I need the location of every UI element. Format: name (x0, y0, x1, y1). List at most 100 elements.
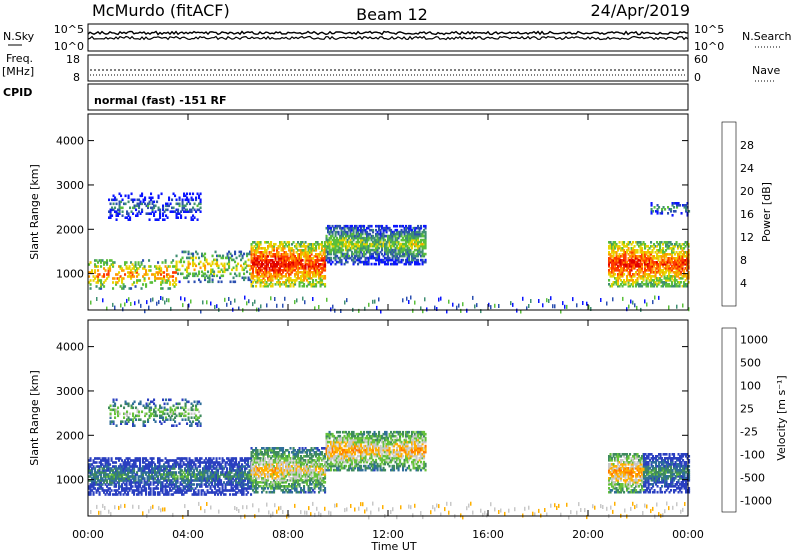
power-echo-cell (297, 255, 300, 258)
velocity-scatter-cell (142, 511, 144, 516)
velocity-scatter-cell (664, 509, 666, 514)
power-echo-cell (409, 260, 412, 264)
velocity-echo-cell (157, 471, 160, 474)
velocity-echo-cell (173, 483, 176, 486)
power-echo-cell (636, 257, 639, 260)
power-echo-cell (177, 272, 180, 276)
power-echo-cell (409, 242, 412, 246)
power-echo-cell (669, 284, 672, 288)
power-echo-cell (162, 206, 165, 210)
power-echo-cell (211, 254, 214, 258)
velocity-echo-cell (140, 489, 143, 492)
power-colorbar-tick: 28 (740, 139, 754, 152)
power-echo-cell (376, 242, 379, 246)
power-echo-cell (630, 249, 633, 252)
power-echo-cell (641, 257, 644, 260)
power-echo-cell (288, 259, 291, 262)
power-echo-cell (180, 260, 183, 264)
velocity-echo-cell (136, 473, 139, 476)
velocity-echo-cell (146, 479, 149, 482)
power-echo-cell (285, 255, 288, 258)
velocity-echo-cell (167, 477, 170, 480)
velocity-echo-cell (124, 477, 127, 480)
velocity-echo-cell (109, 481, 112, 484)
power-echo-cell (324, 249, 327, 252)
power-echo-cell (367, 238, 370, 242)
power-echo-cell (647, 257, 650, 260)
power-echo-cell (142, 198, 145, 202)
power-echo-cell (115, 281, 118, 284)
velocity-echo-cell (194, 465, 197, 468)
power-echo-cell (307, 275, 310, 278)
power-echo-cell (121, 277, 124, 280)
power-echo-cell (363, 252, 366, 256)
power-echo-cell (118, 210, 121, 213)
velocity-echo-cell (233, 473, 236, 476)
power-echo-cell (261, 255, 264, 258)
velocity-echo-cell (215, 473, 218, 476)
power-echo-cell (288, 284, 291, 288)
power-echo-cell (306, 263, 309, 266)
velocity-echo-cell (122, 489, 125, 492)
power-echo-cell (256, 245, 259, 248)
velocity-echo-cell (191, 471, 194, 474)
velocity-echo-cell (107, 457, 110, 460)
velocity-echo-cell (229, 477, 232, 480)
velocity-echo-cell (221, 471, 224, 474)
velocity-echo-cell (194, 477, 197, 480)
power-echo-cell (333, 240, 336, 244)
power-echo-cell (289, 267, 292, 270)
power-echo-cell (273, 253, 276, 256)
power-echo-cell (421, 230, 424, 234)
power-echo-cell (342, 254, 345, 258)
power-echo-cell (112, 208, 115, 212)
power-echo-cell (195, 264, 198, 268)
power-echo-cell (199, 210, 202, 213)
power-echo-cell (677, 259, 680, 262)
velocity-scatter-cell (472, 510, 474, 515)
power-echo-cell (186, 270, 189, 274)
velocity-echo-cell (98, 473, 101, 476)
power-echo-cell (255, 243, 258, 246)
power-echo-cell (331, 238, 334, 242)
power-echo-cell (370, 262, 373, 266)
power-echo-cell (324, 245, 327, 248)
velocity-echo-cell (151, 465, 154, 468)
power-echo-cell (393, 260, 396, 264)
power-echo-cell (154, 210, 157, 213)
velocity-scatter-cell (642, 511, 644, 515)
power-echo-cell (402, 242, 405, 246)
power-echo-cell (379, 228, 382, 232)
velocity-scatter-cell (238, 509, 240, 513)
power-echo-cell (375, 256, 378, 260)
power-echo-cell (282, 255, 285, 258)
power-echo-cell (608, 257, 611, 260)
velocity-scatter-cell (268, 510, 270, 515)
power-echo-cell (354, 242, 357, 246)
velocity-echo-cell (131, 475, 134, 478)
power-echo-cell (115, 214, 118, 217)
power-echo-cell (633, 251, 636, 254)
velocity-echo-cell (235, 481, 238, 484)
power-echo-cell (292, 265, 295, 268)
velocity-echo-cell (113, 467, 116, 470)
power-echo-cell (342, 236, 345, 240)
power-echo-cell (177, 202, 180, 206)
power-echo-cell (614, 251, 617, 254)
power-echo-cell (408, 234, 411, 238)
power-echo-cell (319, 259, 322, 262)
velocity-echo-cell (89, 487, 92, 490)
velocity-echo-cell (110, 477, 113, 480)
velocity-echo-cell (223, 489, 226, 492)
power-echo-cell (127, 267, 130, 270)
power-echo-cell (629, 251, 632, 254)
power-echo-cell (98, 279, 101, 282)
power-echo-cell (680, 212, 683, 215)
power-echo-cell (414, 254, 417, 258)
power-echo-cell (162, 218, 165, 221)
power-echo-cell (276, 261, 279, 264)
power-echo-cell (118, 208, 121, 212)
power-scatter-cell (376, 305, 378, 310)
power-echo-cell (627, 241, 630, 244)
power-echo-cell (615, 263, 618, 266)
